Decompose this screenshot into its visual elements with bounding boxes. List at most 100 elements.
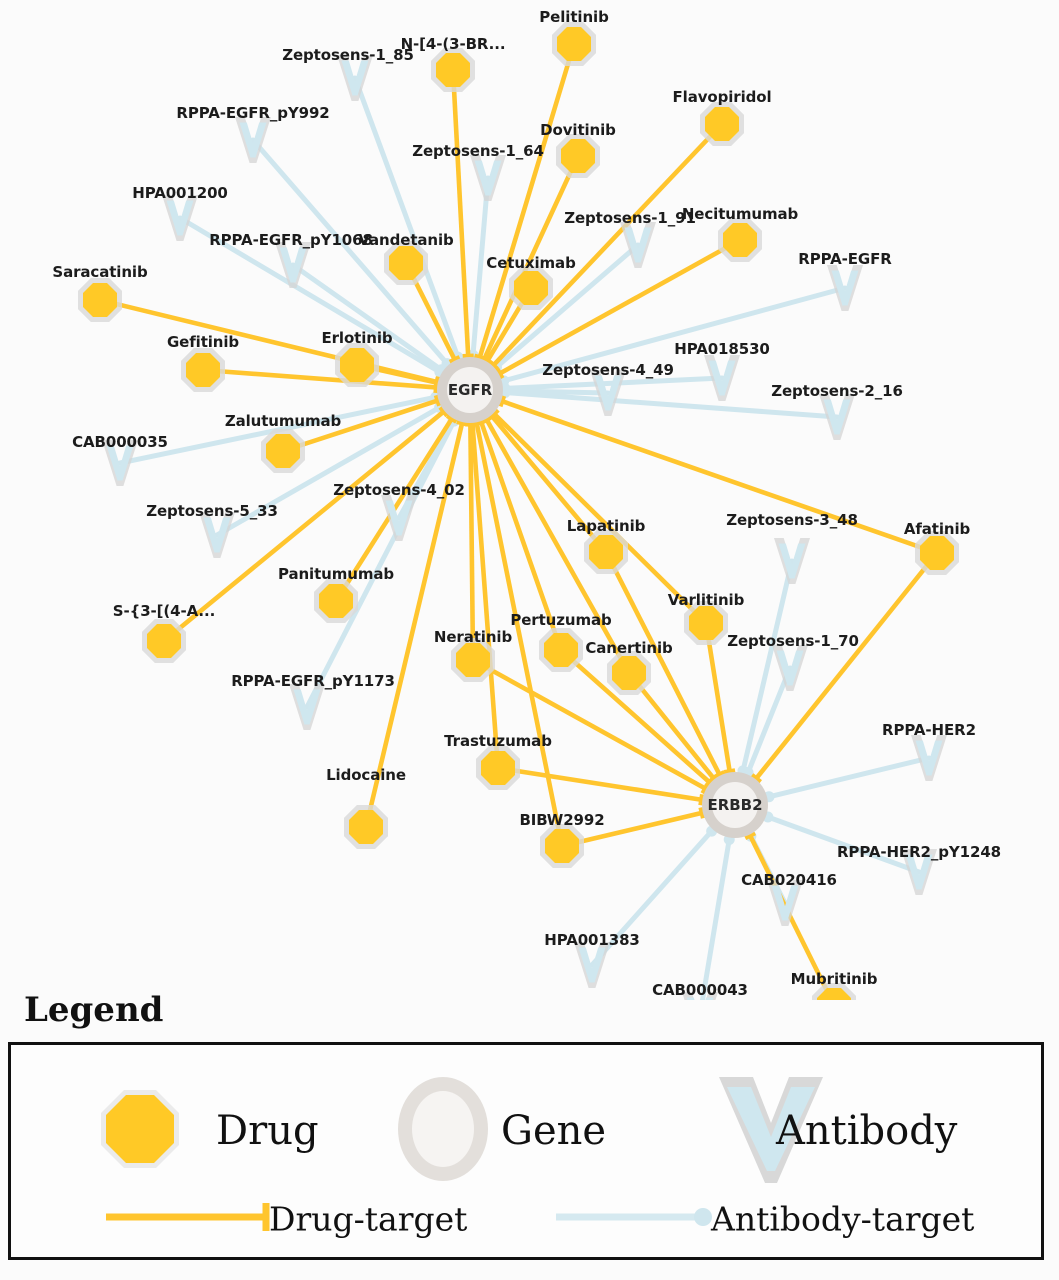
gene-node-label: ERBB2 (707, 796, 763, 814)
drug-node-label: Saracatinib (52, 263, 148, 281)
antibody-node[interactable] (381, 495, 417, 541)
antibody-node-label: HPA001200 (132, 184, 228, 202)
drug-node[interactable] (607, 651, 651, 695)
antibody-node-label: Zeptosens-4_02 (333, 481, 465, 499)
drug-node-label: Dovitinib (540, 121, 616, 139)
drug-node-label: Neratinib (433, 628, 513, 646)
drug-node[interactable] (718, 218, 762, 262)
drug-node-label: Erlotinib (321, 329, 393, 347)
drug-node-label: Canertinib (585, 639, 673, 657)
antibody-node-label: CAB020416 (741, 871, 837, 889)
antibody-node[interactable] (819, 394, 855, 440)
antibody-node[interactable] (682, 992, 718, 1000)
legend-drug-edge-icon (106, 1203, 270, 1231)
drug-node[interactable] (540, 824, 584, 868)
antibody-node-label: Zeptosens-1_64 (412, 142, 544, 160)
drug-node-label: Varlitinib (667, 591, 745, 609)
drug-node[interactable] (684, 601, 728, 645)
antibody-node[interactable] (337, 55, 373, 101)
antibody-node[interactable] (901, 849, 937, 895)
drug-node[interactable] (584, 530, 628, 574)
drug-node[interactable] (181, 348, 225, 392)
drug-node-label: Afatinib (903, 520, 971, 538)
legend-antibody-icon (719, 1077, 823, 1183)
drug-node[interactable] (335, 343, 379, 387)
antibody-node-label: Zeptosens-5_33 (146, 502, 278, 520)
antibody-node-label: RPPA-EGFR_pY1173 (231, 672, 395, 690)
legend-box: Drug Gene Antibody Drug-target Antibody-… (8, 1042, 1044, 1260)
drug-node-label: Flavopiridol (672, 88, 772, 106)
drug-node-label: Trastuzumab (444, 732, 552, 750)
drug-node[interactable] (451, 638, 495, 682)
drug-node[interactable] (539, 628, 583, 672)
drug-node[interactable] (812, 983, 856, 1000)
antibody-node[interactable] (235, 117, 271, 163)
antibody-node-label: RPPA-EGFR (798, 250, 892, 268)
antibody-node[interactable] (704, 355, 740, 401)
drug-node-label: Vandetanib (358, 231, 454, 249)
drug-node[interactable] (261, 429, 305, 473)
legend-antibody-label: Antibody (776, 1108, 958, 1154)
antibody-node[interactable] (774, 538, 810, 584)
drug-node[interactable] (556, 134, 600, 178)
drug-node-label: Pertuzumab (510, 611, 612, 629)
legend-gene-icon (398, 1077, 488, 1181)
antibody-node-label: RPPA-EGFR_pY1068 (209, 231, 373, 249)
antibody-node-label: CAB000043 (652, 981, 748, 999)
legend-title: Legend (24, 990, 164, 1030)
antibody-node[interactable] (772, 645, 808, 691)
antibody-node-label: Zeptosens-1_85 (282, 46, 414, 64)
gene-node-layer (437, 357, 768, 838)
drug-node[interactable] (915, 531, 959, 575)
antibody-node-label: RPPA-HER2_pY1248 (836, 843, 1002, 861)
drug-node-label: Gefitinib (166, 333, 240, 351)
antibody-node[interactable] (162, 195, 198, 241)
legend-graphics (101, 1077, 823, 1231)
antibody-node-label: Zeptosens-1_91 (564, 209, 696, 227)
drug-node[interactable] (476, 746, 520, 790)
gene-node-label: EGFR (447, 381, 493, 399)
drug-node-label: BIBW2992 (519, 811, 605, 829)
antibody-node[interactable] (827, 265, 863, 311)
drug-node-label: Zalutumumab (224, 412, 342, 430)
drug-node[interactable] (142, 619, 186, 663)
drug-edge-layer (99, 43, 939, 1000)
antibody-node[interactable] (470, 155, 506, 201)
legend-drug-icon (101, 1090, 179, 1168)
drug-node-label: Pelitinib (539, 8, 609, 26)
antibody-node-label: HPA018530 (674, 340, 770, 358)
drug-node-label: N-[4-(3-BR... (400, 35, 506, 53)
drug-node[interactable] (552, 22, 596, 66)
legend-gene-label: Gene (501, 1108, 607, 1154)
antibody-node[interactable] (767, 880, 803, 926)
drug-node[interactable] (384, 241, 428, 285)
antibody-node-layer (102, 55, 947, 1000)
antibody-node-label: HPA001383 (544, 931, 640, 949)
antibody-node[interactable] (275, 242, 311, 288)
drug-node[interactable] (700, 102, 744, 146)
drug-node-label: S-{3-[(4-A... (112, 602, 216, 620)
antibody-node[interactable] (590, 370, 626, 416)
gene-node[interactable] (437, 357, 503, 423)
drug-node[interactable] (344, 805, 388, 849)
antibody-node[interactable] (574, 942, 610, 988)
drug-node-label: Lidocaine (326, 766, 406, 784)
drug-node-label: Cetuximab (486, 254, 576, 272)
antibody-node[interactable] (199, 512, 235, 558)
drug-node[interactable] (314, 579, 358, 623)
gene-node[interactable] (702, 772, 768, 838)
drug-node[interactable] (431, 48, 475, 92)
drug-node[interactable] (509, 266, 553, 310)
antibody-node[interactable] (102, 440, 138, 486)
antibody-node[interactable] (289, 684, 325, 730)
drug-node[interactable] (78, 278, 122, 322)
drug-node-label: Panitumumab (277, 565, 395, 583)
antibody-node[interactable] (911, 735, 947, 781)
antibody-node-label: RPPA-HER2 (882, 721, 976, 739)
drug-node-label: Lapatinib (566, 517, 646, 535)
legend-antibody-target-label: Antibody-target (711, 1199, 975, 1239)
antibody-node-label: Zeptosens-3_48 (726, 511, 858, 529)
antibody-node[interactable] (620, 222, 656, 268)
drug-node-layer (78, 22, 959, 1000)
